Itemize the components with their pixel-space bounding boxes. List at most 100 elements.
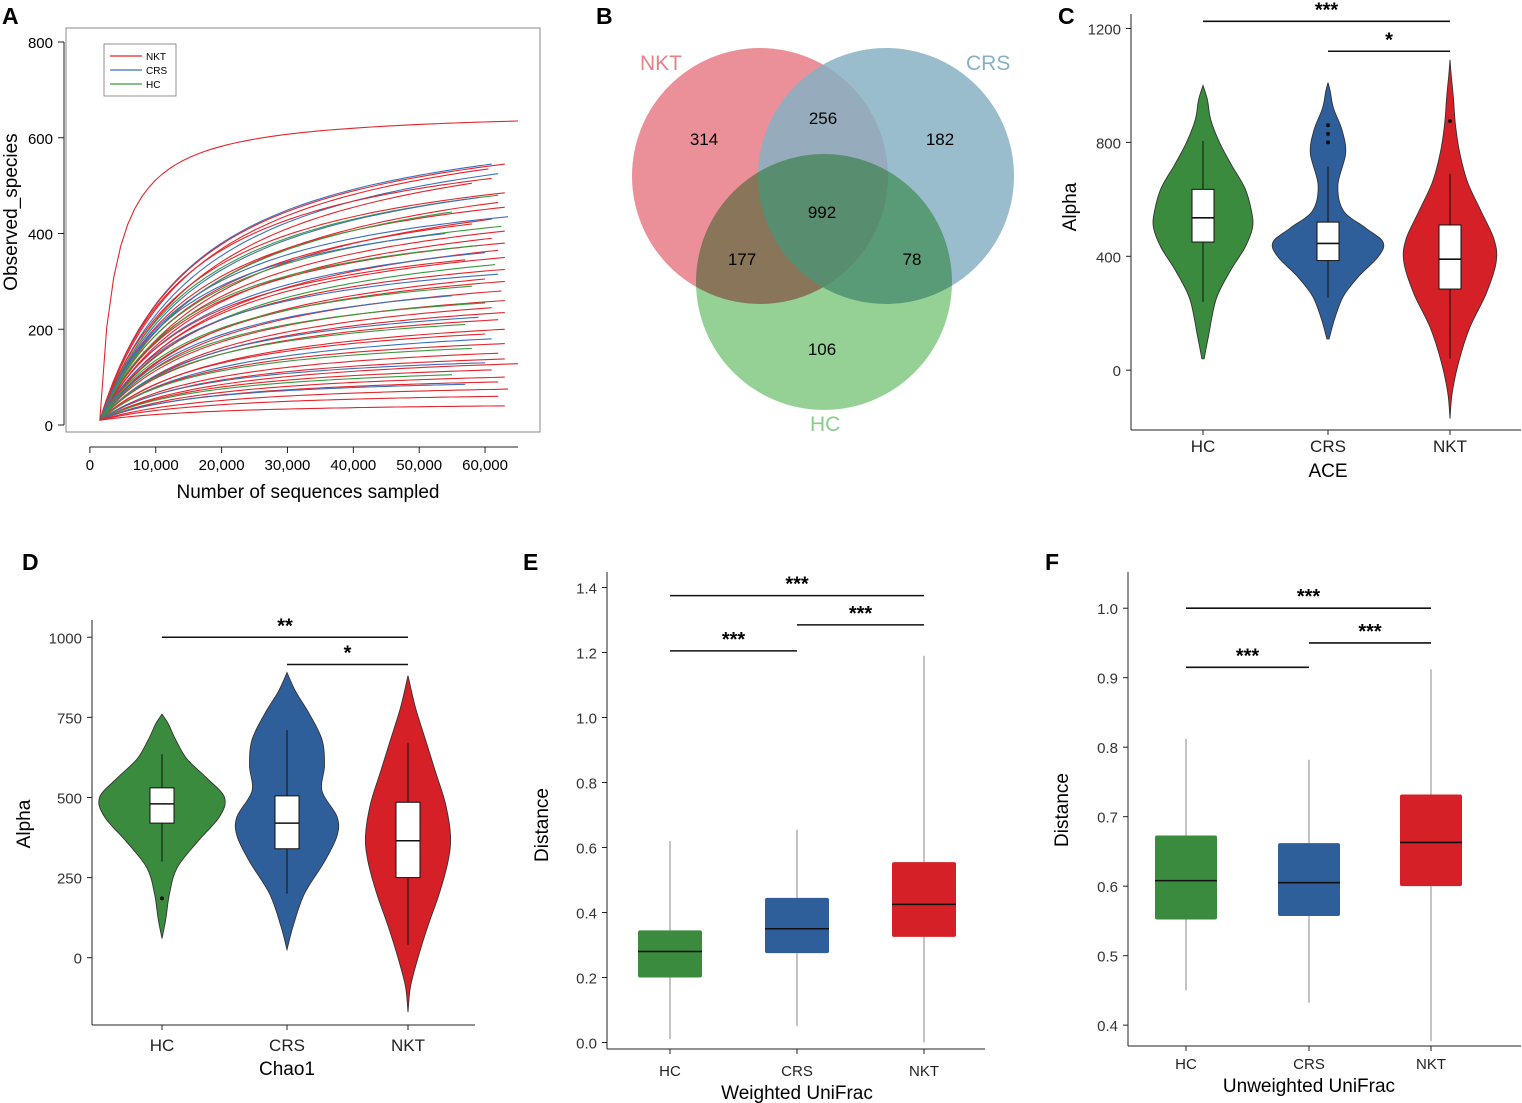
x-tick-label: CRS [781,1063,813,1080]
x-tick-label: 60,000 [462,457,508,474]
y-axis-title: Distance [1052,773,1073,847]
significance-label: * [344,642,352,664]
outlier-crs [1326,123,1330,128]
series-line-crs [99,362,486,421]
series-line-nkt [99,268,505,421]
series-line-nkt [99,182,472,421]
series-line-nkt [99,168,489,421]
x-axis-title: Number of sequences sampled [177,482,440,503]
weighted-unifrac-box-chart: 0.0 0.2 0.4 0.6 0.8 1.0 1.2 1.4 HC CRS NKT Weighted… [532,572,985,1103]
y-tick-label: 400 [1096,249,1121,266]
x-tick-label: NKT [1416,1056,1446,1073]
y-tick-label: 200 [28,322,53,339]
x-tick-label: NKT [391,1036,425,1055]
series-line-nkt [99,177,492,421]
significance-label: *** [1315,0,1339,21]
venn-circle-hc [696,154,952,410]
rarefaction-chart: 0 200 400 600 800 0 10,000 20,000 30,000 40,000 50… [1,27,541,503]
significance-label: ** [277,615,293,637]
y-tick-label: 800 [28,35,53,52]
venn-set-label-hc: HC [810,413,840,436]
box-hc [638,930,702,978]
y-axis-title: Alpha [14,799,35,848]
venn-count-crs-only: 182 [926,130,954,149]
venn-count-all: 992 [808,203,836,222]
series-line-hc [99,302,486,421]
series-line-crs [99,338,492,421]
y-tick-label: 400 [28,227,53,244]
legend-label-crs: CRS [146,66,167,77]
y-tick-label: 1.0 [1097,601,1118,618]
x-tick-label: 0 [86,457,94,474]
y-tick-label: 1.4 [576,581,597,598]
y-tick-label: 750 [57,710,82,727]
series-line-crs [99,197,479,421]
x-tick-label: 40,000 [330,457,376,474]
series-line-nkt [99,163,505,421]
series-line-nkt [99,311,505,421]
x-tick-label: HC [150,1036,175,1055]
y-tick-label: 1.0 [576,711,597,728]
x-tick-label: CRS [269,1036,305,1055]
box-nkt [395,801,421,879]
series-line-crs [99,383,466,421]
y-tick-label: 1000 [49,630,82,647]
x-tick-label: HC [659,1063,681,1080]
y-tick-label: 0.2 [576,971,597,988]
series-line-hc [99,323,466,421]
series-line-nkt [99,256,505,421]
significance-label: * [1385,29,1393,51]
series-line-crs [99,273,499,421]
unweighted-unifrac-box-chart: 0.4 0.5 0.6 0.7 0.8 0.9 1.0 HC CRS NKT Unweighted … [1052,572,1521,1097]
series-line-hc [99,374,453,421]
x-tick-label: NKT [909,1063,939,1080]
x-tick-label: 20,000 [199,457,245,474]
x-axis-title: Unweighted UniFrac [1223,1076,1395,1097]
series-line-nkt [99,206,505,421]
series-line-crs [99,295,453,421]
significance-label: *** [1297,586,1321,608]
outlier-hc [160,896,164,901]
series-line-nkt [99,333,486,421]
series-line-crs [99,316,479,421]
box-crs [274,795,300,850]
box-nkt [1438,224,1462,290]
legend-label-hc: HC [146,80,160,91]
x-tick-label: CRS [1293,1056,1325,1073]
panel-label-e: E [523,549,538,575]
y-tick-label: 0.6 [1097,879,1118,896]
box-crs [1278,843,1340,917]
venn-count-hc-only: 106 [808,340,836,359]
box-hc [1191,188,1215,243]
box-nkt [1400,794,1462,887]
x-axis-title: Weighted UniFrac [721,1083,873,1103]
series-line-crs [99,173,499,421]
series-line-nkt [99,120,519,421]
panel-label-d: D [22,549,39,575]
series-line-crs [99,216,509,421]
series-line-nkt [99,395,499,421]
x-tick-label: 50,000 [396,457,442,474]
y-tick-label: 800 [1096,135,1121,152]
venn-count-nkt-only: 314 [690,130,718,149]
series-line-nkt [99,388,509,421]
y-tick-label: 500 [57,790,82,807]
series-line-nkt [99,192,505,421]
series-line-nkt [99,369,492,421]
y-tick-label: 250 [57,871,82,888]
series-line-nkt [99,352,499,421]
y-tick-label: 0.4 [1097,1018,1118,1035]
series-line-nkt [99,307,492,421]
series-line-hc [99,285,472,421]
venn-count-nkt-crs: 256 [809,109,837,128]
x-axis-title: ACE [1308,461,1347,482]
y-axis-title: Alpha [1060,182,1081,231]
y-tick-label: 0.6 [576,841,597,858]
y-tick-label: 0 [45,418,53,435]
y-tick-label: 1200 [1088,21,1121,38]
plot-frame [65,27,541,433]
panel-label-b: B [596,3,613,29]
y-axis-title: Observed_species [1,133,22,290]
